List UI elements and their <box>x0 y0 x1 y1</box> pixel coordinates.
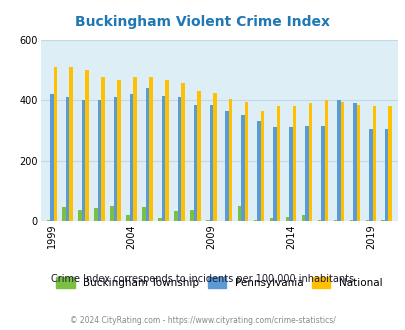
Text: Crime Index corresponds to incidents per 100,000 inhabitants: Crime Index corresponds to incidents per… <box>51 274 354 284</box>
Bar <box>301 215 305 221</box>
Bar <box>305 126 308 221</box>
Bar <box>237 206 241 221</box>
Bar <box>349 219 352 221</box>
Bar <box>130 94 133 221</box>
Bar <box>181 83 184 221</box>
Bar <box>98 100 101 221</box>
Bar <box>225 111 228 221</box>
Bar <box>260 111 264 221</box>
Bar <box>333 220 336 221</box>
Bar <box>292 106 296 221</box>
Bar <box>228 99 232 221</box>
Bar <box>193 105 196 221</box>
Bar <box>161 96 165 221</box>
Bar <box>388 106 391 221</box>
Bar <box>117 81 121 221</box>
Bar <box>78 210 82 221</box>
Bar <box>244 102 248 221</box>
Bar <box>113 97 117 221</box>
Bar <box>205 220 209 221</box>
Legend: Buckingham Township, Pennsylvania, National: Buckingham Township, Pennsylvania, Natio… <box>56 277 382 288</box>
Bar <box>50 94 53 221</box>
Bar <box>381 219 384 221</box>
Bar <box>149 78 152 221</box>
Text: © 2024 CityRating.com - https://www.cityrating.com/crime-statistics/: © 2024 CityRating.com - https://www.city… <box>70 315 335 325</box>
Bar <box>324 100 327 221</box>
Bar <box>317 219 320 221</box>
Bar <box>145 88 149 221</box>
Bar <box>133 78 136 221</box>
Bar <box>269 218 273 221</box>
Bar <box>257 121 260 221</box>
Bar <box>288 127 292 221</box>
Bar <box>142 208 145 221</box>
Text: Buckingham Violent Crime Index: Buckingham Violent Crime Index <box>75 15 330 29</box>
Bar <box>356 105 359 221</box>
Bar <box>364 219 368 221</box>
Bar <box>352 103 356 221</box>
Bar <box>368 129 372 221</box>
Bar <box>285 216 288 221</box>
Bar <box>196 91 200 221</box>
Bar <box>253 219 257 221</box>
Bar <box>62 207 66 221</box>
Bar <box>101 78 104 221</box>
Bar <box>273 127 276 221</box>
Bar <box>336 100 340 221</box>
Bar <box>190 210 193 221</box>
Bar <box>276 106 279 221</box>
Bar <box>320 126 324 221</box>
Bar <box>384 129 388 221</box>
Bar <box>82 100 85 221</box>
Bar <box>69 67 73 221</box>
Bar <box>213 92 216 221</box>
Bar <box>85 70 89 221</box>
Bar <box>209 105 213 221</box>
Bar <box>241 115 244 221</box>
Bar <box>66 97 69 221</box>
Bar <box>177 97 181 221</box>
Bar <box>53 67 57 221</box>
Bar <box>372 106 375 221</box>
Bar <box>308 103 311 221</box>
Bar <box>340 102 343 221</box>
Bar <box>126 215 130 221</box>
Bar <box>165 81 168 221</box>
Bar <box>110 206 113 221</box>
Bar <box>174 211 177 221</box>
Bar <box>158 218 161 221</box>
Bar <box>94 209 98 221</box>
Bar <box>47 219 50 221</box>
